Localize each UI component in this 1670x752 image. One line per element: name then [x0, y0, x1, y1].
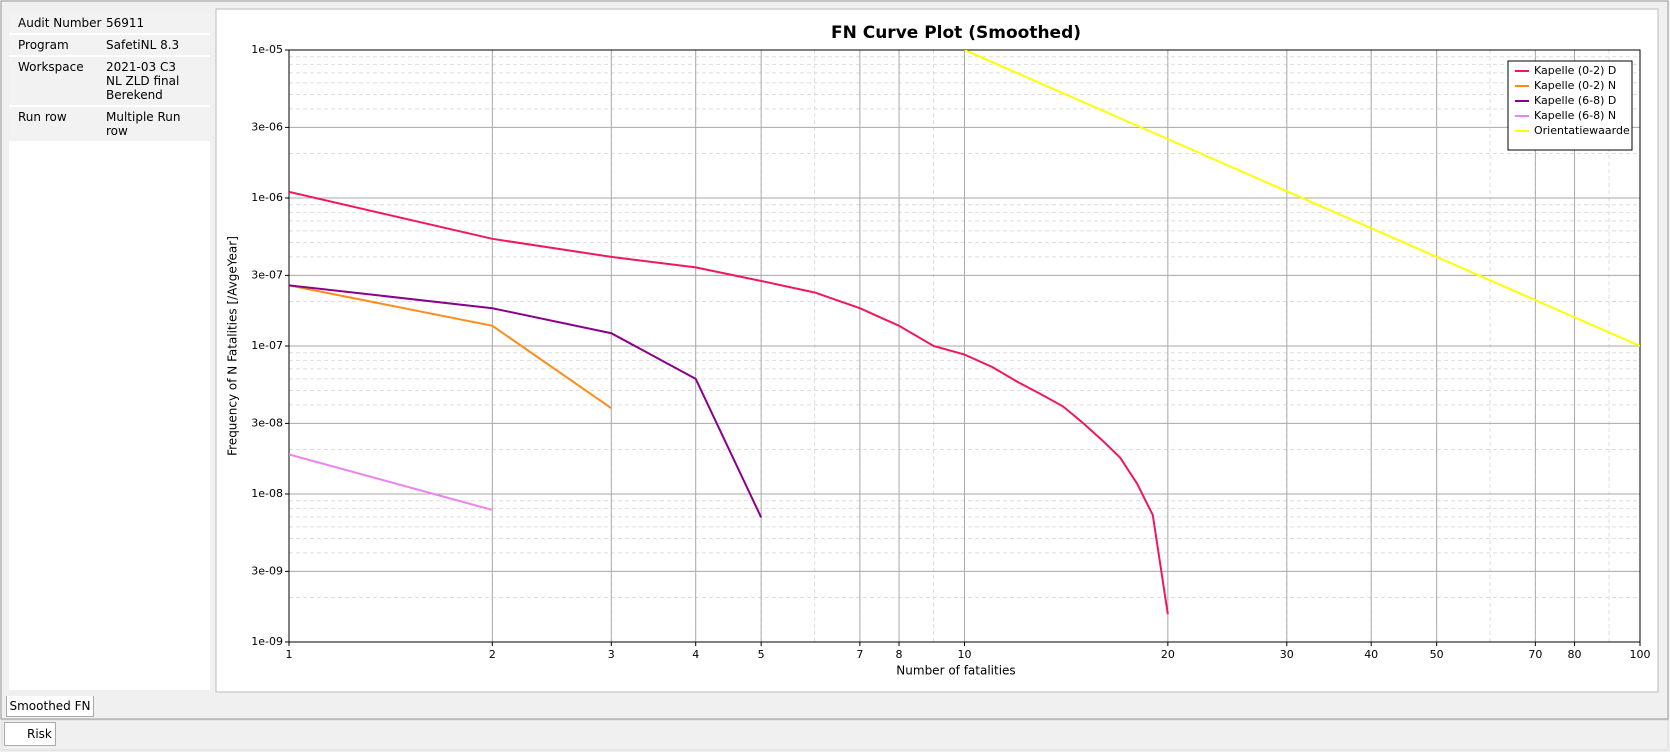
x-tick-label: 4 — [692, 648, 699, 661]
x-tick-label: 80 — [1568, 648, 1582, 661]
y-tick-label: 1e-07 — [251, 339, 283, 352]
x-tick-label: 30 — [1280, 648, 1294, 661]
x-tick-label: 1 — [286, 648, 293, 661]
properties-panel: Audit Number 56911 Program SafetiNL 8.3 Wo… — [9, 13, 210, 690]
y-tick-label: 3e-08 — [251, 416, 283, 429]
x-axis-label: Number of fatalities — [896, 664, 1015, 678]
x-tick-label: 10 — [958, 648, 972, 661]
legend-label: Kapelle (0-2) N — [1534, 79, 1616, 92]
y-tick-label: 3e-06 — [251, 120, 283, 133]
x-tick-label: 3 — [608, 648, 615, 661]
x-tick-label: 40 — [1364, 648, 1378, 661]
property-row: Workspace 2021-03 C3 NL ZLD final Bereken… — [9, 57, 210, 107]
property-value: 56911 — [106, 16, 145, 30]
series-line — [289, 284, 612, 410]
legend-label: Orientatiewaarde — [1534, 124, 1630, 137]
series-line — [289, 190, 1169, 615]
legend-box — [1507, 60, 1633, 151]
series-line — [964, 50, 1640, 347]
x-tick-label: 50 — [1430, 648, 1444, 661]
property-value: Multiple Run row — [106, 110, 181, 138]
x-tick-label: 2 — [489, 648, 496, 661]
y-tick-label: 3e-09 — [251, 564, 283, 577]
y-tick-label: 3e-07 — [251, 268, 283, 281]
chart-title: FN Curve Plot (Smoothed) — [831, 23, 1081, 43]
x-tick-label: 5 — [758, 648, 765, 661]
property-key: Audit Number — [18, 16, 102, 30]
legend-label: Kapelle (6-8) N — [1534, 109, 1616, 122]
property-row: Program SafetiNL 8.3 — [9, 35, 210, 57]
legend-label: Kapelle (0-2) D — [1534, 64, 1616, 77]
tab-label[interactable]: Risk — [27, 727, 52, 741]
legend-label: Kapelle (6-8) D — [1534, 94, 1616, 107]
series-line — [289, 453, 493, 511]
y-axis-label: Frequency of N Fatalities [/AvgeYear] — [226, 236, 240, 456]
property-value: SafetiNL 8.3 — [106, 38, 180, 52]
property-key: Workspace — [18, 60, 84, 74]
x-tick-label: 7 — [856, 648, 863, 661]
property-row: Audit Number 56911 — [9, 13, 210, 35]
property-value: 2021-03 C3 NL ZLD final Berekend — [106, 60, 180, 102]
tab[interactable]: Smoothed FN — [6, 696, 94, 717]
y-tick-label: 1e-06 — [251, 191, 283, 204]
property-key: Run row — [18, 110, 67, 124]
x-tick-label: 100 — [1630, 648, 1651, 661]
series-line — [289, 284, 763, 518]
y-tick-label: 1e-09 — [251, 635, 283, 648]
y-tick-label: 1e-05 — [251, 43, 283, 56]
y-tick-label: 1e-08 — [251, 487, 283, 500]
x-tick-label: 8 — [896, 648, 903, 661]
tab[interactable]: Risk — [4, 722, 56, 746]
x-tick-label: 20 — [1161, 648, 1175, 661]
x-tick-label: 70 — [1528, 648, 1542, 661]
property-row: Run row Multiple Run row — [9, 107, 210, 143]
status-bar — [1, 719, 1669, 751]
property-key: Program — [18, 38, 69, 52]
